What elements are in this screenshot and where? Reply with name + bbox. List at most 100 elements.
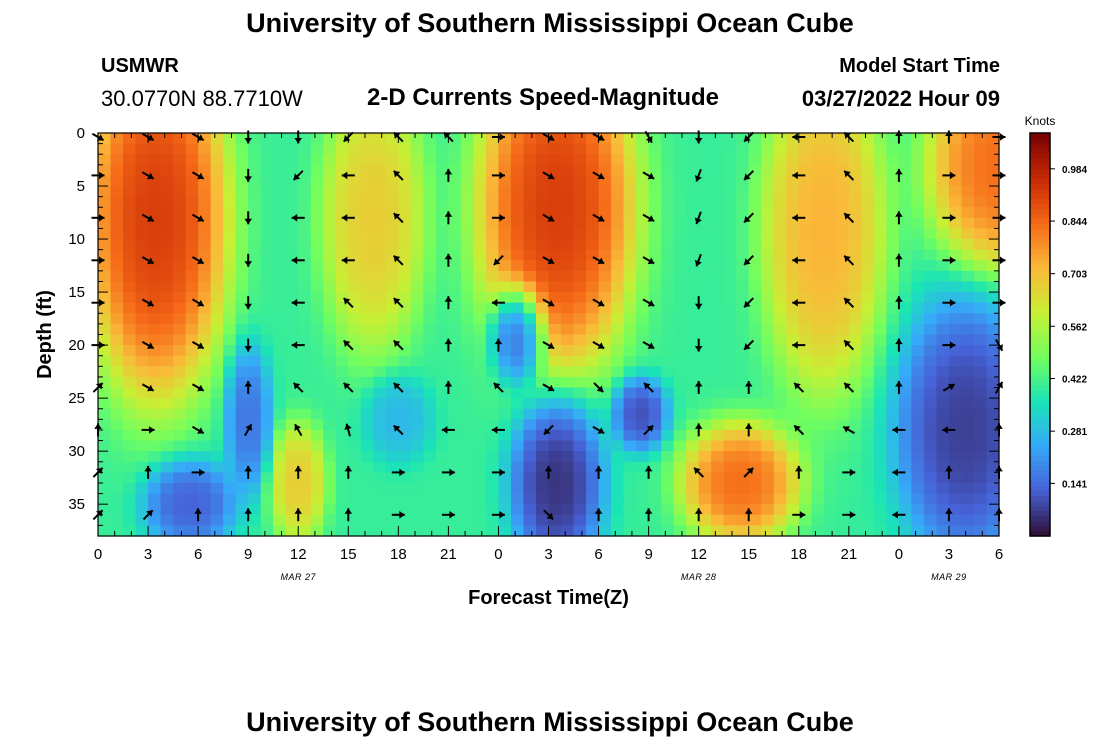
- current-arrow-head: [597, 342, 605, 349]
- heatmap-cell: [661, 440, 675, 452]
- heatmap-cell: [285, 398, 299, 410]
- heatmap-cell: [736, 260, 750, 272]
- heatmap-cell: [385, 186, 399, 198]
- heatmap-cell: [911, 429, 925, 442]
- heatmap-cell: [385, 482, 399, 495]
- heatmap-cell: [886, 292, 900, 304]
- heatmap-cell: [948, 451, 963, 463]
- heatmap-cell: [698, 398, 712, 410]
- heatmap-cell: [911, 207, 925, 219]
- heatmap-cell: [185, 270, 199, 283]
- current-arrow: [141, 341, 155, 350]
- heatmap-cell: [410, 260, 424, 272]
- heatmap-cell: [185, 175, 199, 187]
- heatmap-cell: [248, 207, 262, 219]
- heatmap-cell: [110, 186, 124, 198]
- heatmap-cell: [485, 419, 500, 431]
- heatmap-cell: [548, 482, 562, 495]
- heatmap-cell: [673, 260, 687, 272]
- heatmap-cell: [873, 366, 887, 378]
- heatmap-cell: [360, 154, 374, 166]
- heatmap-cell: [861, 461, 875, 473]
- heatmap-cell: [298, 207, 312, 219]
- heatmap-cell: [398, 429, 412, 442]
- heatmap-cell: [886, 196, 900, 208]
- heatmap-cell: [510, 313, 525, 325]
- heatmap-cell: [485, 228, 500, 240]
- heatmap-cell: [110, 440, 124, 452]
- heatmap-cell: [260, 270, 274, 283]
- heatmap-cell: [135, 239, 149, 251]
- heatmap-cell: [135, 154, 149, 166]
- heatmap-cell: [623, 408, 637, 420]
- heatmap-cell: [611, 472, 625, 484]
- heatmap-cell: [435, 504, 449, 516]
- heatmap-cell: [936, 345, 950, 357]
- heatmap-cell: [323, 408, 337, 420]
- heatmap-cell: [836, 504, 850, 516]
- current-arrow-head: [597, 299, 605, 307]
- heatmap-cell: [886, 260, 900, 272]
- heatmap-cell: [636, 366, 650, 378]
- heatmap-cell: [360, 482, 374, 495]
- heatmap-cell: [823, 514, 837, 526]
- heatmap-cell: [435, 260, 449, 272]
- colorbar-segment: [1030, 188, 1050, 195]
- heatmap-cell: [961, 302, 975, 314]
- current-arrow: [291, 214, 305, 222]
- heatmap-cell: [310, 323, 324, 336]
- heatmap-cell: [235, 451, 249, 463]
- heatmap-cell: [798, 514, 812, 526]
- heatmap-cell: [110, 514, 124, 526]
- heatmap-cell: [398, 419, 412, 431]
- heatmap-cell: [348, 493, 362, 505]
- heatmap-cell: [335, 323, 349, 336]
- heatmap-cell: [873, 154, 887, 166]
- current-arrow: [491, 468, 505, 477]
- heatmap-cell: [348, 440, 362, 452]
- heatmap-cell: [260, 239, 274, 251]
- heatmap-cell: [548, 249, 562, 261]
- heatmap-cell: [335, 472, 349, 484]
- heatmap-cell: [611, 313, 625, 325]
- heatmap-cell: [273, 239, 287, 251]
- heatmap-cell: [123, 239, 137, 251]
- heatmap-cell: [986, 228, 1000, 240]
- heatmap-cell: [248, 217, 262, 230]
- heatmap-cell: [148, 207, 162, 219]
- heatmap-cell: [323, 451, 337, 463]
- heatmap-cell: [648, 143, 662, 155]
- heatmap-cell: [148, 493, 162, 505]
- current-arrow-head: [647, 257, 655, 265]
- current-arrow-head: [197, 172, 204, 180]
- heatmap-cell: [923, 133, 938, 145]
- heatmap-cell: [135, 408, 149, 420]
- heatmap-cell: [260, 387, 274, 399]
- heatmap-cell: [586, 461, 600, 473]
- heatmap-cell: [598, 154, 612, 166]
- heatmap-cell: [673, 482, 687, 495]
- heatmap-cell: [898, 186, 912, 198]
- heatmap-cell: [636, 398, 650, 410]
- heatmap-cell: [473, 504, 487, 516]
- heatmap-cell: [561, 398, 575, 410]
- heatmap-cell: [498, 175, 512, 187]
- current-arrow-head: [949, 214, 956, 222]
- heatmap-cell: [748, 387, 762, 399]
- heatmap-cell: [686, 334, 700, 346]
- heatmap-cell: [485, 217, 500, 230]
- colorbar-segment: [1030, 304, 1050, 310]
- current-arrow: [191, 468, 205, 477]
- heatmap-cell: [235, 387, 249, 399]
- heatmap-cell: [548, 313, 562, 325]
- heatmap-cell: [948, 504, 963, 516]
- heatmap-cell: [836, 292, 850, 304]
- heatmap-cell: [748, 355, 762, 367]
- heatmap-cell: [761, 313, 775, 325]
- heatmap-cell: [836, 355, 850, 367]
- heatmap-cell: [711, 429, 725, 442]
- heatmap-cell: [611, 366, 625, 378]
- heatmap-cell: [373, 186, 387, 198]
- heatmap-cell: [586, 440, 600, 452]
- heatmap-cell: [936, 292, 950, 304]
